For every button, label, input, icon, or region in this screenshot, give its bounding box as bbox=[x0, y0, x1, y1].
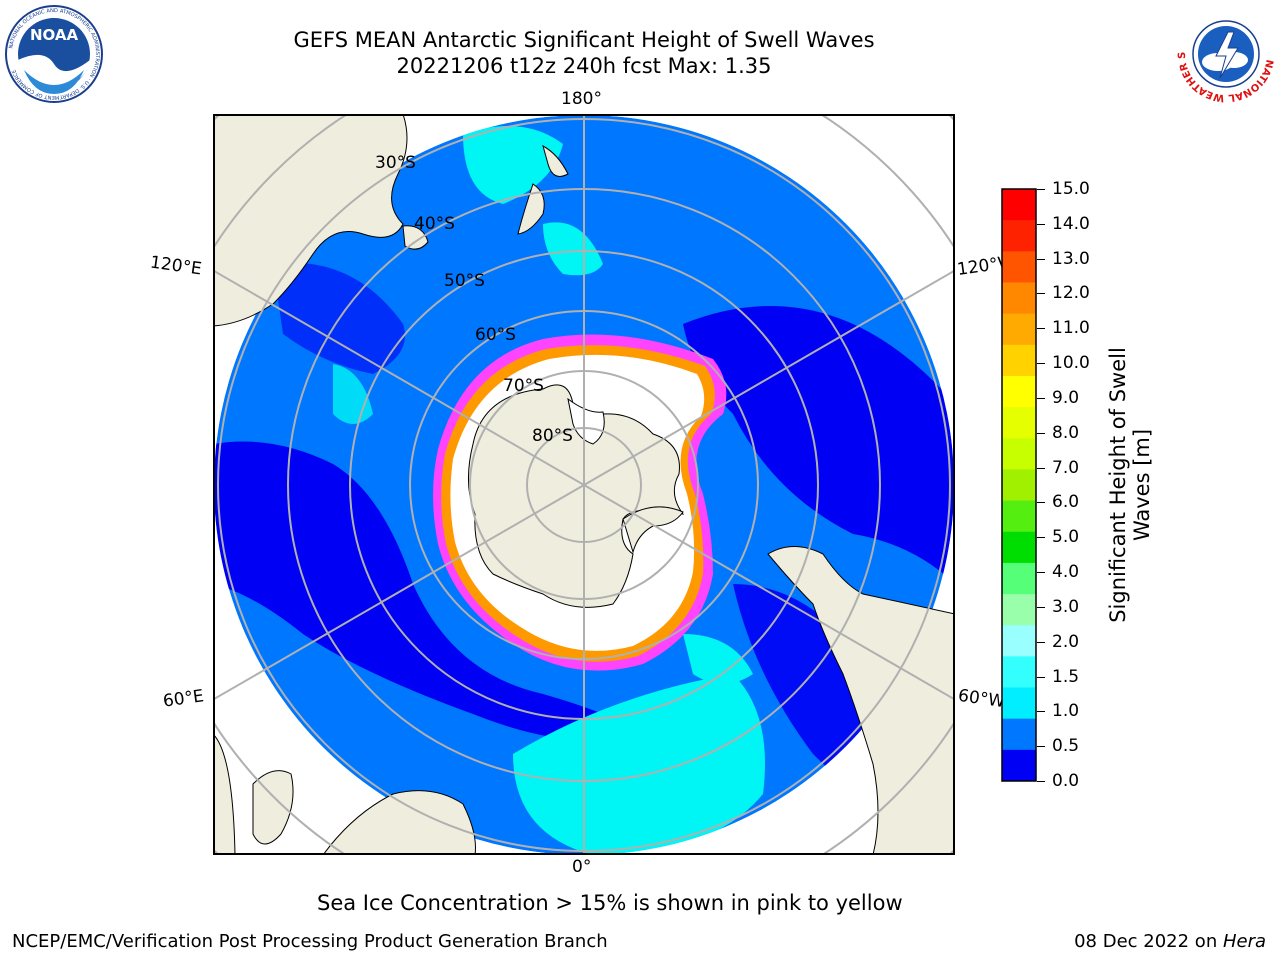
colorbar-tick-label: 1.0 bbox=[1052, 701, 1080, 722]
colorbar-segment bbox=[1002, 220, 1036, 252]
colorbar-tick-label: 12.0 bbox=[1052, 283, 1090, 304]
low-swell-region-pacific bbox=[683, 306, 954, 584]
polar-map bbox=[213, 114, 955, 855]
colorbar-tick-label: 13.0 bbox=[1052, 248, 1090, 269]
colorbar-tick-mark bbox=[1037, 397, 1045, 399]
colorbar-tick-mark bbox=[1037, 746, 1045, 748]
lon-label-0: 0° bbox=[572, 857, 592, 877]
colorbar-tick-mark bbox=[1037, 328, 1045, 330]
new-zealand-north bbox=[542, 145, 569, 177]
colorbar-segment bbox=[1002, 313, 1036, 346]
high-swell-region-atlantic-east bbox=[683, 634, 753, 684]
colorbar-tick-label: 7.0 bbox=[1052, 457, 1080, 478]
lat-label-60s: 60°S bbox=[475, 325, 516, 345]
colorbar-tick-label: 0.0 bbox=[1052, 771, 1080, 791]
lon-label-180: 180° bbox=[561, 89, 602, 109]
colorbar-segment bbox=[1002, 687, 1036, 720]
high-swell-region-south-atlantic bbox=[513, 674, 765, 855]
colorbar-tick-mark bbox=[1037, 363, 1045, 365]
colorbar-label-line1: Significant Height of Swell bbox=[1106, 347, 1130, 623]
high-swell-region-pacific-mid bbox=[543, 222, 603, 276]
colorbar-segment bbox=[1002, 344, 1036, 377]
lon-label-60w: 60°W bbox=[956, 685, 1007, 713]
colorbar-tick-label: 2.0 bbox=[1052, 631, 1080, 652]
lon-label-120e: 120°E bbox=[148, 252, 203, 280]
colorbar-segment bbox=[1002, 469, 1036, 502]
colorbar-tick-mark bbox=[1037, 537, 1045, 539]
colorbar-segment bbox=[1002, 531, 1036, 564]
lat-label-30s: 30°S bbox=[375, 153, 416, 173]
colorbar-tick-label: 10.0 bbox=[1052, 353, 1090, 374]
colorbar-segment bbox=[1002, 718, 1036, 751]
colorbar-tick-mark bbox=[1037, 293, 1045, 295]
colorbar-label-line2: Waves [m] bbox=[1130, 428, 1154, 542]
colorbar-segment bbox=[1002, 656, 1036, 689]
colorbar-tick-mark bbox=[1037, 432, 1045, 434]
footer-date-text: 08 Dec 2022 on bbox=[1074, 931, 1223, 952]
colorbar-tick-label: 1.5 bbox=[1052, 666, 1080, 687]
colorbar-tick-label: 4.0 bbox=[1052, 562, 1080, 583]
colorbar-tick-mark bbox=[1037, 467, 1045, 469]
antarctic-peninsula bbox=[622, 506, 684, 554]
lon-label-60e: 60°E bbox=[161, 686, 206, 712]
colorbar-tick-mark bbox=[1037, 606, 1045, 608]
footer-date: 08 Dec 2022 on Hera bbox=[1074, 931, 1266, 952]
colorbar-tick-mark bbox=[1037, 572, 1045, 574]
colorbar-tick-mark bbox=[1037, 781, 1045, 782]
colorbar-tick-mark bbox=[1037, 676, 1045, 678]
colorbar-tick-mark bbox=[1037, 223, 1045, 225]
chart-subtitle: 20221206 t12z 240h fcst Max: 1.35 bbox=[396, 54, 772, 78]
nws-logo: NATIONAL WEATHER SERVICE bbox=[1176, 4, 1275, 103]
colorbar-border bbox=[1001, 188, 1037, 782]
footer-branch: NCEP/EMC/Verification Post Processing Pr… bbox=[12, 931, 608, 952]
lat-label-70s: 70°S bbox=[503, 376, 544, 396]
colorbar-tick-mark bbox=[1037, 641, 1045, 643]
high-swell-region-pacific-north bbox=[463, 126, 563, 204]
colorbar-tick-label: 0.5 bbox=[1052, 736, 1080, 757]
noaa-logo: NOAA NATIONAL OCEANIC AND ATMOSPHERIC AD… bbox=[5, 5, 103, 103]
tasmania bbox=[402, 225, 429, 250]
colorbar-segment bbox=[1002, 189, 1036, 221]
low-swell-region-indian bbox=[214, 441, 643, 741]
lat-label-40s: 40°S bbox=[414, 214, 455, 234]
colorbar-segment bbox=[1002, 562, 1036, 595]
sea-ice-caption: Sea Ice Concentration > 15% is shown in … bbox=[317, 891, 903, 915]
colorbar-tick-label: 15.0 bbox=[1052, 179, 1090, 199]
lat-label-50s: 50°S bbox=[444, 271, 485, 291]
footer-host: Hera bbox=[1222, 931, 1266, 952]
svg-text:NOAA: NOAA bbox=[30, 26, 79, 44]
ross-ice-shelf bbox=[567, 397, 605, 445]
colorbar bbox=[1001, 188, 1037, 782]
colorbar-segment bbox=[1002, 625, 1036, 657]
chart-title: GEFS MEAN Antarctic Significant Height o… bbox=[293, 28, 875, 52]
colorbar-segment bbox=[1002, 594, 1036, 626]
colorbar-segment bbox=[1002, 251, 1036, 283]
colorbar-tick-mark bbox=[1037, 189, 1045, 190]
colorbar-segment bbox=[1002, 282, 1036, 315]
colorbar-tick-label: 6.0 bbox=[1052, 492, 1080, 513]
colorbar-tick-mark bbox=[1037, 711, 1045, 713]
lat-label-80s: 80°S bbox=[532, 426, 573, 446]
colorbar-tick-mark bbox=[1037, 258, 1045, 260]
colorbar-tick-mark bbox=[1037, 502, 1045, 504]
colorbar-segment bbox=[1002, 375, 1036, 408]
colorbar-tick-label: 11.0 bbox=[1052, 318, 1090, 339]
colorbar-segment bbox=[1002, 749, 1036, 782]
colorbar-tick-label: 14.0 bbox=[1052, 213, 1090, 234]
colorbar-segment bbox=[1002, 438, 1036, 470]
colorbar-segment bbox=[1002, 407, 1036, 439]
madagascar bbox=[252, 770, 294, 845]
south-america-landmass bbox=[767, 546, 955, 855]
new-zealand-south bbox=[517, 183, 545, 235]
colorbar-segment bbox=[1002, 500, 1036, 533]
australia-landmass bbox=[213, 114, 408, 327]
colorbar-tick-label: 9.0 bbox=[1052, 387, 1080, 408]
colorbar-tick-label: 5.0 bbox=[1052, 527, 1080, 548]
colorbar-tick-label: 3.0 bbox=[1052, 596, 1080, 617]
colorbar-tick-label: 8.0 bbox=[1052, 422, 1080, 443]
graticule bbox=[213, 114, 955, 855]
